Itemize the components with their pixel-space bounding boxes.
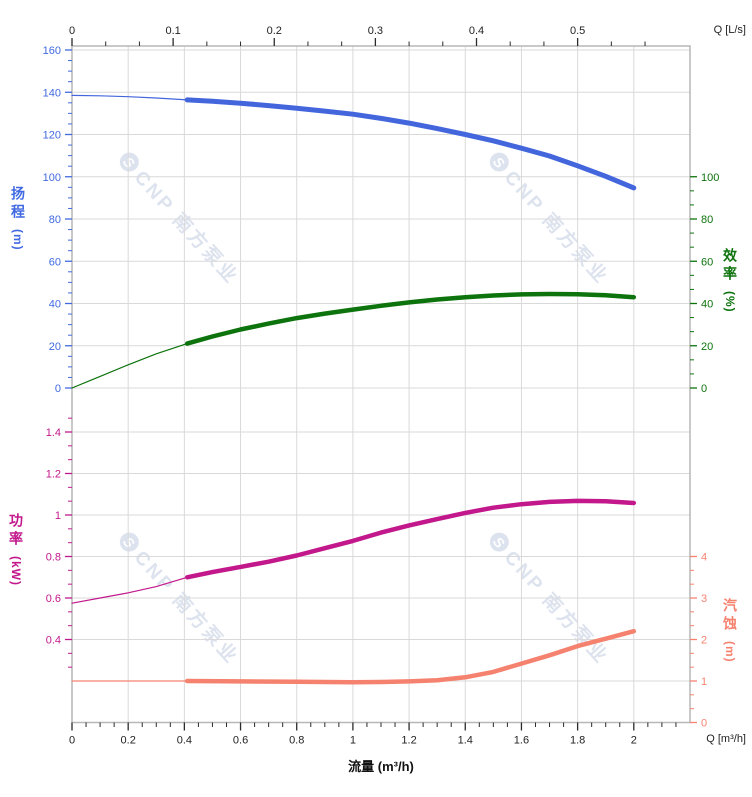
- curve-eff: [71, 291, 637, 389]
- svg-text:1.2: 1.2: [46, 469, 61, 481]
- svg-text:0.6: 0.6: [233, 735, 248, 747]
- svg-text:0.2: 0.2: [121, 735, 136, 747]
- curve-power: [71, 498, 637, 604]
- gridlines: [72, 46, 690, 723]
- power-axis-ticks: 0.4 0.6 0.8 1 1.2 1.4: [46, 417, 72, 668]
- svg-text:0.4: 0.4: [46, 635, 61, 647]
- efficiency-axis-title-text: 效率: [722, 248, 738, 284]
- svg-text:0: 0: [701, 718, 707, 730]
- svg-text:1.4: 1.4: [46, 427, 61, 439]
- svg-text:0.3: 0.3: [368, 25, 383, 37]
- efficiency-axis-title: 效率 (%): [720, 248, 740, 313]
- svg-text:0.8: 0.8: [46, 552, 61, 564]
- svg-text:0.5: 0.5: [570, 25, 585, 37]
- curve-npsh: [71, 628, 637, 685]
- svg-text:20: 20: [701, 341, 713, 353]
- svg-text:100: 100: [701, 172, 719, 184]
- svg-text:1: 1: [701, 676, 707, 688]
- svg-text:40: 40: [49, 299, 61, 311]
- npsh-axis-ticks: 0 1 2 3 4: [690, 552, 707, 730]
- efficiency-axis-unit: (%): [723, 291, 737, 313]
- svg-text:0.6: 0.6: [46, 593, 61, 605]
- head-axis-unit: (m): [11, 229, 25, 251]
- svg-text:0.4: 0.4: [469, 25, 484, 37]
- svg-text:0.2: 0.2: [267, 25, 282, 37]
- svg-text:0: 0: [701, 383, 707, 395]
- x-axis-title: 流量 (m³/h): [348, 759, 414, 774]
- svg-text:1.6: 1.6: [514, 735, 529, 747]
- svg-text:0.8: 0.8: [289, 735, 304, 747]
- top-axis-unit-label: Q [L/s]: [713, 24, 746, 36]
- bottom-axis-unit-label: Q [m³/h]: [706, 733, 746, 745]
- curve-head: [71, 94, 637, 191]
- svg-text:2: 2: [701, 635, 707, 647]
- head-axis-ticks: 0 20 40 60 80 100 120 140 160: [43, 45, 72, 395]
- npsh-axis-title-text: 汽蚀: [722, 598, 738, 634]
- npsh-axis-title: 汽蚀 (m): [720, 598, 740, 663]
- head-axis-title: 扬程 (m): [8, 186, 28, 251]
- bottom-axis-ticks: 0 0.2 0.4 0.6 0.8 1 1.2 1.4 1.6 1.8 2: [69, 722, 677, 747]
- svg-text:1.4: 1.4: [458, 735, 473, 747]
- svg-text:100: 100: [43, 172, 61, 184]
- svg-text:0: 0: [69, 25, 75, 37]
- power-axis-title-text: 功率: [8, 513, 24, 549]
- efficiency-axis-ticks: 0 20 40 60 80 100: [690, 172, 719, 395]
- svg-text:80: 80: [49, 214, 61, 226]
- svg-text:160: 160: [43, 45, 61, 57]
- svg-text:0.4: 0.4: [177, 735, 192, 747]
- svg-text:60: 60: [49, 256, 61, 268]
- npsh-axis-unit: (m): [723, 641, 737, 663]
- svg-text:40: 40: [701, 299, 713, 311]
- svg-text:140: 140: [43, 87, 61, 99]
- svg-text:1.2: 1.2: [401, 735, 416, 747]
- plot-border: [71, 45, 691, 724]
- svg-text:80: 80: [701, 214, 713, 226]
- svg-text:60: 60: [701, 256, 713, 268]
- svg-text:120: 120: [43, 130, 61, 142]
- svg-text:3: 3: [701, 593, 707, 605]
- power-axis-title: 功率 (kW): [6, 513, 26, 586]
- svg-text:20: 20: [49, 341, 61, 353]
- svg-text:2: 2: [631, 735, 637, 747]
- head-axis-title-text: 扬程: [10, 186, 26, 222]
- svg-text:0: 0: [55, 383, 61, 395]
- svg-text:1: 1: [350, 735, 356, 747]
- svg-text:0: 0: [69, 735, 75, 747]
- svg-text:4: 4: [701, 552, 707, 564]
- svg-text:0.1: 0.1: [165, 25, 180, 37]
- svg-text:1: 1: [55, 510, 61, 522]
- svg-text:1.8: 1.8: [570, 735, 585, 747]
- power-axis-unit: (kW): [9, 556, 23, 586]
- top-axis-ticks: 0 0.1 0.2 0.3 0.4 0.5: [69, 25, 646, 46]
